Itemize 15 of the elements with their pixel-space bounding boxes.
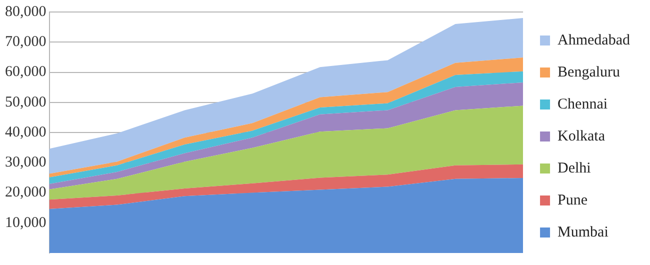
legend-label: Mumbai — [558, 224, 608, 240]
y-tick-label: 80,000 — [5, 4, 46, 20]
y-tick-label: 40,000 — [5, 124, 46, 140]
y-tick-label: 70,000 — [5, 34, 46, 50]
legend-label: Pune — [558, 192, 588, 208]
legend-label: Delhi — [558, 160, 591, 176]
y-tick-label: 10,000 — [5, 214, 46, 231]
y-tick-label: 20,000 — [5, 184, 46, 201]
y-tick-label: 50,000 — [5, 94, 46, 110]
y-tick-label: 60,000 — [5, 64, 46, 80]
legend-label: Bengaluru — [558, 64, 621, 80]
legend-label: Kolkata — [558, 128, 606, 144]
legend-label: Ahmedabad — [558, 32, 630, 48]
legend-label: Chennai — [558, 96, 608, 112]
y-tick-label: 30,000 — [5, 154, 46, 171]
